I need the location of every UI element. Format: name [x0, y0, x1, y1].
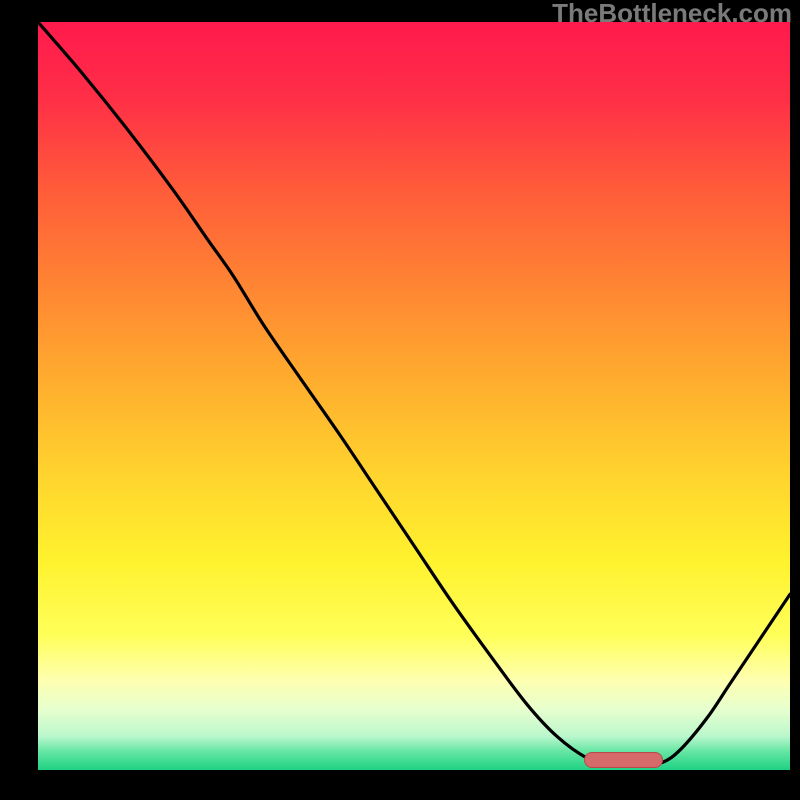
gradient-background: [38, 22, 790, 770]
plot-area: [38, 22, 790, 770]
bottleneck-chart: TheBottleneck.com: [0, 0, 800, 800]
chart-svg: [38, 22, 790, 770]
optimal-range-marker: [584, 752, 663, 768]
watermark-text: TheBottleneck.com: [552, 0, 792, 29]
